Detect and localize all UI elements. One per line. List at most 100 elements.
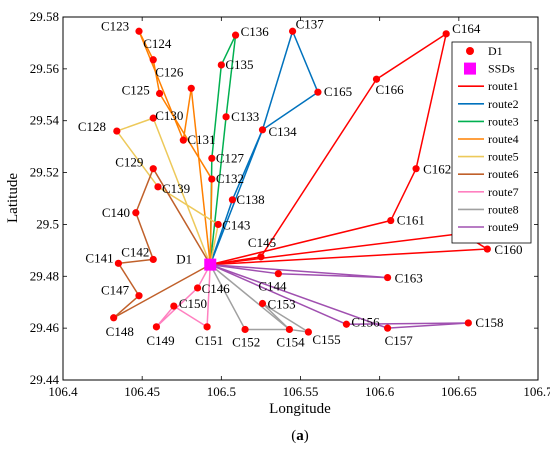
route5-segment: [116, 130, 159, 188]
route1-segment: [376, 33, 447, 80]
route7-segment: [173, 305, 208, 328]
node-label-c145: C145: [248, 235, 276, 250]
customer-point-c151: [203, 323, 211, 331]
node-label-c132: C132: [216, 171, 244, 186]
node-label-c155: C155: [312, 332, 340, 347]
y-tick-label: 29.58: [30, 9, 59, 24]
node-label-c128: C128: [78, 119, 106, 134]
node-label-c130: C130: [155, 108, 183, 123]
route1-segment: [210, 248, 488, 266]
node-label-c162: C162: [423, 162, 451, 177]
legend-label-route1: route1: [488, 79, 519, 93]
customer-point-c135: [217, 61, 225, 69]
legend-label-route7: route7: [488, 185, 519, 199]
node-label-d1: D1: [176, 252, 192, 267]
node-label-c143: C143: [222, 217, 250, 232]
customer-point-c133: [222, 113, 230, 121]
route3-segment: [209, 116, 227, 265]
legend-label-route2: route2: [488, 97, 519, 111]
route3-segment: [225, 35, 237, 117]
node-label-c154: C154: [276, 334, 305, 349]
route6-segment: [118, 258, 154, 265]
node-label-c150: C150: [179, 296, 207, 311]
customer-point-c146: [193, 284, 202, 292]
y-tick-label: 29.56: [30, 61, 60, 76]
node-label-c160: C160: [494, 242, 522, 257]
route1-segment: [260, 78, 378, 258]
route1-segment: [210, 219, 391, 266]
customer-point-c126: [187, 84, 195, 92]
y-tick-label: 29.5: [36, 216, 59, 231]
customer-point-c142: [149, 255, 157, 264]
node-label-c135: C135: [225, 57, 253, 72]
route2-segment: [261, 31, 294, 131]
customer-point-c123: [135, 27, 143, 35]
customer-point-c128: [113, 127, 121, 135]
customer-point-c143: [214, 220, 222, 229]
node-label-c127: C127: [216, 150, 245, 165]
route4-segment: [152, 59, 161, 94]
customer-point-c144: [274, 270, 282, 278]
route2-segment: [209, 129, 264, 265]
customer-point-c141: [114, 259, 123, 267]
node-label-c165: C165: [324, 84, 352, 99]
customer-point-c145: [257, 253, 265, 261]
y-tick-label: 29.52: [30, 165, 59, 180]
customer-point-c157: [383, 324, 392, 332]
plot-frame: [62, 16, 539, 381]
customer-point-c129: [149, 165, 157, 173]
customer-point-c164: [442, 30, 450, 38]
customer-point-c125: [155, 89, 164, 98]
route4-segment: [158, 93, 213, 180]
customer-point-c137: [288, 27, 297, 35]
y-tick-label: 29.48: [30, 268, 59, 283]
route5-segment: [209, 224, 219, 265]
node-label-c163: C163: [395, 271, 423, 286]
route4-segment: [182, 88, 192, 141]
route2-segment: [262, 91, 319, 131]
route8-segment: [209, 264, 246, 330]
customer-point-c163: [383, 273, 392, 282]
customer-point-c127: [208, 154, 216, 162]
customer-point-c161: [387, 216, 395, 225]
node-label-c131: C131: [187, 132, 215, 147]
customer-point-c153: [258, 299, 267, 308]
route6-segment: [135, 168, 154, 214]
route9-segment: [346, 322, 469, 326]
node-label-c123: C123: [101, 18, 129, 33]
legend-label-route8: route8: [488, 202, 519, 216]
customer-point-c165: [314, 88, 322, 96]
node-label-c156: C156: [351, 314, 380, 329]
node-label-c142: C142: [121, 244, 149, 259]
customer-point-c147: [135, 292, 143, 300]
y-tick-label: 29.54: [30, 113, 60, 128]
customer-point-c154: [285, 325, 294, 334]
y-tick-label: 29.46: [30, 320, 60, 335]
x-tick-label: 106.65: [441, 384, 477, 399]
x-tick-label: 106.55: [283, 384, 319, 399]
customer-point-c166: [372, 75, 381, 83]
route3-segment: [211, 64, 223, 159]
legend: D1 SSDs route1 route2 route3 route4 route5 rout…: [451, 41, 532, 244]
legend-label-route3: route3: [488, 114, 519, 128]
route5-segment: [152, 117, 211, 265]
route9-segment: [210, 263, 388, 279]
route9-segment: [209, 263, 347, 325]
customer-point-c156: [342, 320, 351, 328]
x-tick-label: 106.4: [48, 384, 78, 399]
node-label-c157: C157: [385, 333, 414, 348]
route1-segment: [210, 232, 463, 266]
route4-segment: [138, 30, 185, 141]
legend-label-route5: route5: [488, 150, 519, 164]
customer-point-c132: [208, 175, 216, 183]
route6-segment: [135, 212, 154, 260]
customer-point-c155: [304, 328, 313, 336]
node-label-c151: C151: [195, 333, 223, 348]
x-tick-label: 106.5: [207, 384, 236, 399]
customer-point-c149: [152, 323, 161, 331]
customer-point-c148: [110, 314, 118, 322]
x-tick-label: 106.6: [365, 384, 395, 399]
nodes-layer: [110, 27, 491, 336]
legend-label-d1: D1: [488, 44, 503, 58]
